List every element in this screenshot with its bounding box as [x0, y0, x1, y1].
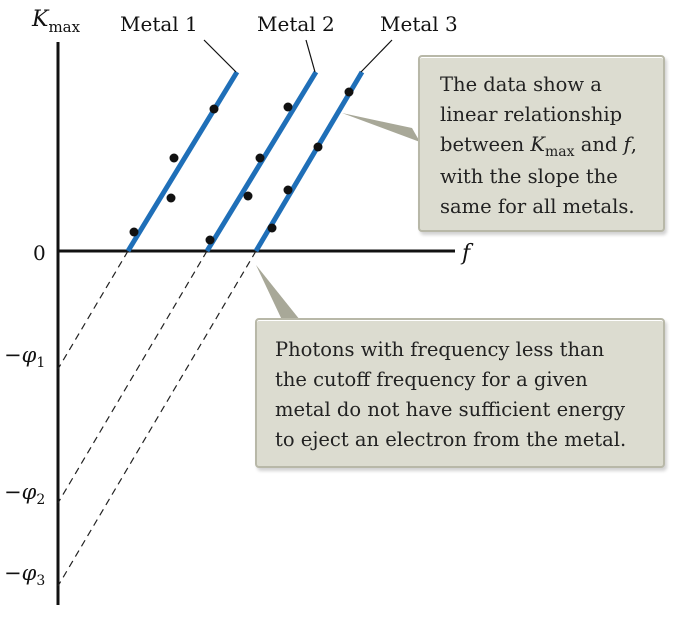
phi3-label: −φ3: [4, 561, 45, 589]
k-symbol: K: [530, 133, 545, 156]
note-bottom-line: metal do not have sufficient energy: [275, 398, 626, 421]
note-top-pointer: [342, 113, 420, 142]
note-top-text: ,: [630, 133, 637, 156]
phi2-label: −φ2: [4, 480, 45, 508]
note-top-line: between Kmax and f,: [440, 130, 663, 162]
metal3-line: [253, 70, 365, 253]
origin-label: 0: [33, 241, 46, 265]
metal1-line: [125, 70, 240, 253]
max-subscript: max: [544, 144, 575, 160]
metal3-point: [344, 87, 354, 97]
metal1-point: [209, 104, 219, 114]
metal1-point: [169, 153, 179, 163]
note-bottom-line: the cutoff frequency for a given: [275, 368, 588, 391]
metal2-point: [205, 235, 215, 245]
metal1-point: [129, 227, 139, 237]
metal2-point: [283, 102, 293, 112]
metal3-leader: [360, 39, 393, 73]
callout-linear-relationship: The data show a linear relationship betw…: [418, 55, 665, 232]
note-top-line: The data show a: [440, 73, 602, 96]
metal2-point: [255, 153, 265, 163]
metal1-point: [166, 193, 176, 203]
metal3-label: Metal 3: [380, 12, 458, 36]
note-bottom-pointer: [256, 265, 300, 320]
note-top-line: linear relationship: [440, 103, 623, 126]
data-points: [129, 87, 354, 245]
metal3-point: [267, 223, 277, 233]
metal2-leader: [305, 39, 316, 73]
metal3-point: [283, 185, 293, 195]
metal2-point: [243, 191, 253, 201]
y-axis-label: Kmax: [31, 7, 81, 36]
note-top-line: with the slope the: [440, 165, 618, 188]
x-axis-label: f: [460, 241, 474, 266]
metal1-label: Metal 1: [120, 12, 198, 36]
note-bottom-line: to eject an electron from the metal.: [275, 428, 627, 451]
f-symbol: f: [623, 133, 631, 156]
metal1-extrapolation: [57, 250, 129, 370]
callout-cutoff-frequency: Photons with frequency less than the cut…: [255, 318, 665, 468]
metal1-leader: [203, 39, 237, 73]
note-top-line: same for all metals.: [440, 195, 635, 218]
metal3-point: [313, 142, 323, 152]
note-top-text: between: [440, 133, 531, 156]
metal3-extrapolation: [57, 250, 257, 587]
phi1-label: −φ1: [4, 343, 45, 371]
metal2-label: Metal 2: [257, 12, 335, 36]
metal2-extrapolation: [57, 250, 208, 504]
note-bottom-line: Photons with frequency less than: [275, 338, 605, 361]
note-top-text: and: [574, 133, 624, 156]
